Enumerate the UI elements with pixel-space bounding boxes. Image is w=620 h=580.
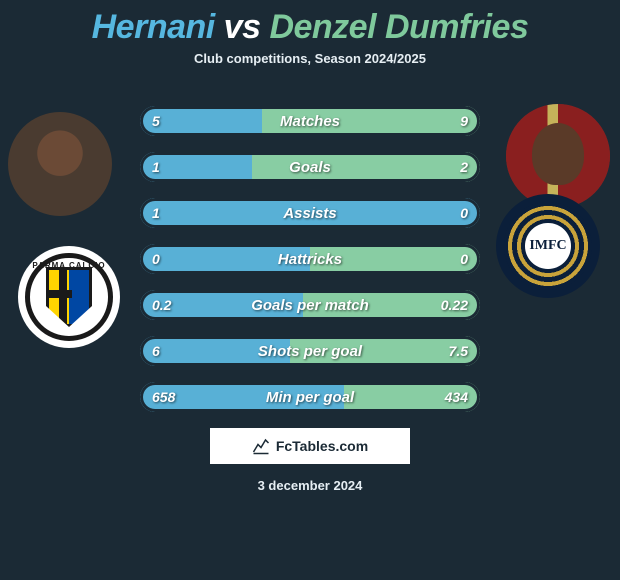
player2-photo [506, 104, 610, 208]
face-placeholder-icon [532, 123, 584, 185]
stat-label: Shots per goal [140, 336, 480, 366]
footer-date: 3 december 2024 [0, 478, 620, 493]
stat-row: 12Goals [140, 152, 480, 182]
player1-name: Hernani [92, 8, 215, 46]
stat-row: 10Assists [140, 198, 480, 228]
stat-label: Min per goal [140, 382, 480, 412]
parma-logo-icon: PARMA CALCIO [25, 253, 113, 341]
stat-label: Assists [140, 198, 480, 228]
stat-row: 0.20.22Goals per match [140, 290, 480, 320]
shield-icon [46, 267, 92, 327]
logo-core-text: IMFC [525, 223, 571, 269]
subtitle: Club competitions, Season 2024/2025 [0, 51, 620, 66]
player1-club-logo: PARMA CALCIO [18, 246, 120, 348]
stat-label: Goals per match [140, 290, 480, 320]
player2-club-logo: IMFC [496, 194, 600, 298]
stat-row: 658434Min per goal [140, 382, 480, 412]
stat-row: 00Hattricks [140, 244, 480, 274]
stat-label: Goals [140, 152, 480, 182]
player1-photo [8, 112, 112, 216]
stat-row: 59Matches [140, 106, 480, 136]
stat-row: 67.5Shots per goal [140, 336, 480, 366]
stat-bars: 59Matches 12Goals 10Assists 00Hattricks 0.20… [140, 106, 480, 412]
inter-logo-icon: IMFC [504, 202, 592, 290]
watermark-text: FcTables.com [276, 438, 368, 454]
vs-text: vs [224, 8, 261, 46]
comparison-title: Hernani vs Denzel Dumfries [0, 0, 620, 47]
stat-label: Matches [140, 106, 480, 136]
player2-name: Denzel Dumfries [269, 8, 528, 46]
stat-label: Hattricks [140, 244, 480, 274]
content-area: PARMA CALCIO IMFC 59Matches 12Goals 10Assi… [0, 106, 620, 493]
watermark-badge: FcTables.com [210, 428, 410, 464]
face-placeholder-icon [29, 128, 91, 201]
chart-icon [252, 437, 270, 455]
